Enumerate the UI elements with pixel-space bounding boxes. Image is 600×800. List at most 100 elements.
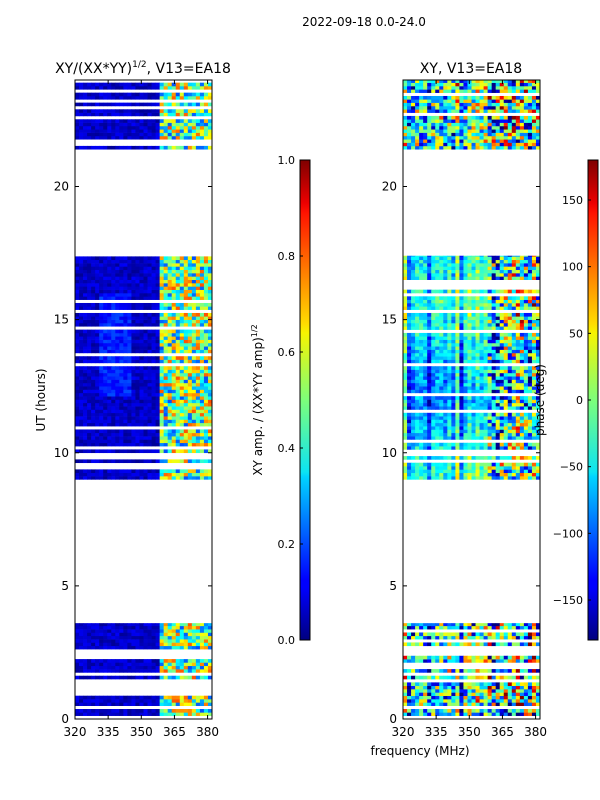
amp-heat-cell <box>115 102 120 107</box>
phase-heat-cell <box>475 623 480 627</box>
amp-heat-cell <box>75 302 80 307</box>
amp-heat-cell <box>207 319 212 324</box>
phase-heat-cell <box>443 412 448 417</box>
amp-heat-cell <box>135 122 140 127</box>
amp-heat-cell <box>115 349 120 354</box>
phase-heat-cell <box>527 446 533 450</box>
amp-heat-cell <box>179 279 185 284</box>
phase-heat-cell <box>463 429 468 434</box>
amp-heat-cell <box>175 286 181 290</box>
amp-heat-cell <box>123 669 128 673</box>
amp-heat-cell <box>127 259 132 264</box>
amp-heat-cell <box>83 472 88 477</box>
phase-heat-cell <box>411 466 416 470</box>
amp-heat-cell <box>179 256 185 261</box>
amp-heat-cell <box>187 625 193 630</box>
phase-heat-cell <box>435 382 440 387</box>
amp-heat-cell <box>99 322 104 327</box>
amp-heat-cell <box>131 296 136 300</box>
amp-heat-cell <box>155 95 161 100</box>
phase-heat-cell <box>519 466 525 470</box>
amp-heat-cell <box>79 379 84 384</box>
phase-heat-cell <box>511 352 517 357</box>
phase-heat-cell <box>503 689 509 693</box>
amp-heat-cell <box>131 472 136 477</box>
amp-heat-cell <box>87 336 92 340</box>
amp-heat-cell <box>183 359 189 364</box>
phase-heat-cell <box>407 339 412 344</box>
amp-heat-cell <box>155 389 161 394</box>
amp-heat-cell <box>175 472 181 477</box>
amp-heat-cell <box>183 132 189 137</box>
amp-heat-cell <box>111 645 116 650</box>
amp-heat-cell <box>199 92 205 97</box>
phase-heat-cell <box>527 356 533 360</box>
amp-heat-cell <box>75 342 80 347</box>
amp-heat-cell <box>167 102 173 107</box>
amp-heat-cell <box>175 709 181 713</box>
phase-heat-cell <box>467 466 472 470</box>
amp-heat-cell <box>123 263 128 267</box>
amp-heat-cell <box>131 312 136 317</box>
phase-heat-cell <box>487 332 493 337</box>
phase-heat-cell <box>531 399 537 404</box>
amp-heat-cell <box>203 669 209 673</box>
amp-heat-cell <box>147 469 152 474</box>
amp-heat-cell <box>119 662 124 667</box>
amp-heat-cell <box>91 85 96 90</box>
phase-heat-cell <box>443 359 448 364</box>
amp-heat-cell <box>203 125 209 130</box>
phase-heat-cell <box>439 659 444 663</box>
amp-heat-cell <box>75 279 80 284</box>
amp-heat-cell <box>83 449 88 454</box>
phase-heat-cell <box>415 712 420 716</box>
phase-heat-cell <box>503 386 509 390</box>
amp-heat-cell <box>191 449 197 454</box>
phase-heat-cell <box>451 322 456 327</box>
amp-heat-cell <box>167 129 173 133</box>
phase-heat-cell <box>447 359 452 364</box>
amp-heat-cell <box>199 319 205 324</box>
phase-heat-cell <box>463 386 468 390</box>
amp-heat-cell <box>135 269 140 274</box>
amp-heat-cell <box>91 422 96 427</box>
amp-cbar-tick-label: 0.4 <box>278 442 296 455</box>
phase-heat-cell <box>435 442 440 447</box>
amp-heat-cell <box>199 396 205 400</box>
amp-heat-cell <box>95 322 100 327</box>
amp-heat-cell <box>155 429 161 434</box>
amp-heat-cell <box>159 402 165 407</box>
amp-heat-cell <box>107 665 112 670</box>
amp-heat-cell <box>115 95 120 100</box>
phase-heat-cell <box>427 422 432 427</box>
amp-heat-cell <box>103 629 108 633</box>
amp-heat-cell <box>147 349 152 354</box>
amp-heat-cell <box>115 392 120 397</box>
amp-heat-cell <box>203 316 209 320</box>
phase-heat-cell <box>471 386 476 390</box>
amp-heat-cell <box>75 85 80 90</box>
amp-heat-cell <box>83 366 88 370</box>
amp-heat-cell <box>75 293 80 297</box>
amp-heat-cell <box>171 329 177 334</box>
amp-heat-cell <box>127 109 132 113</box>
phase-heat-cell <box>495 326 501 330</box>
amp-heat-cell <box>131 623 136 627</box>
phase-heat-cell <box>491 336 497 340</box>
amp-heat-cell <box>111 432 116 437</box>
phase-heat-cell <box>499 685 505 690</box>
phase-heat-cell <box>495 685 501 690</box>
amp-heat-cell <box>103 263 108 267</box>
phase-heat-cell <box>471 379 476 384</box>
amp-heat-cell <box>103 409 108 414</box>
amp-heat-cell <box>199 702 205 706</box>
phase-heat-cell <box>419 462 424 467</box>
phase-heat-cell <box>499 359 505 364</box>
amp-cbar-tick-label: 0.8 <box>278 250 296 263</box>
amp-heat-cell <box>91 346 96 350</box>
amp-heat-cell <box>187 279 193 284</box>
amp-heat-cell <box>75 396 80 400</box>
phase-heat-cell <box>483 366 489 370</box>
amp-heat-cell <box>203 419 209 424</box>
phase-heat-cell <box>415 412 420 417</box>
